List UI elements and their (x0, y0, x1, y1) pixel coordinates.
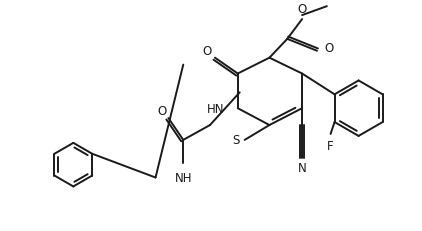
Text: O: O (203, 45, 212, 58)
Text: N: N (298, 161, 306, 174)
Text: F: F (327, 139, 334, 152)
Text: O: O (324, 42, 333, 55)
Text: S: S (232, 134, 239, 147)
Text: HN: HN (207, 102, 225, 115)
Text: NH: NH (175, 171, 192, 184)
Text: O: O (158, 104, 167, 117)
Text: O: O (298, 3, 307, 16)
